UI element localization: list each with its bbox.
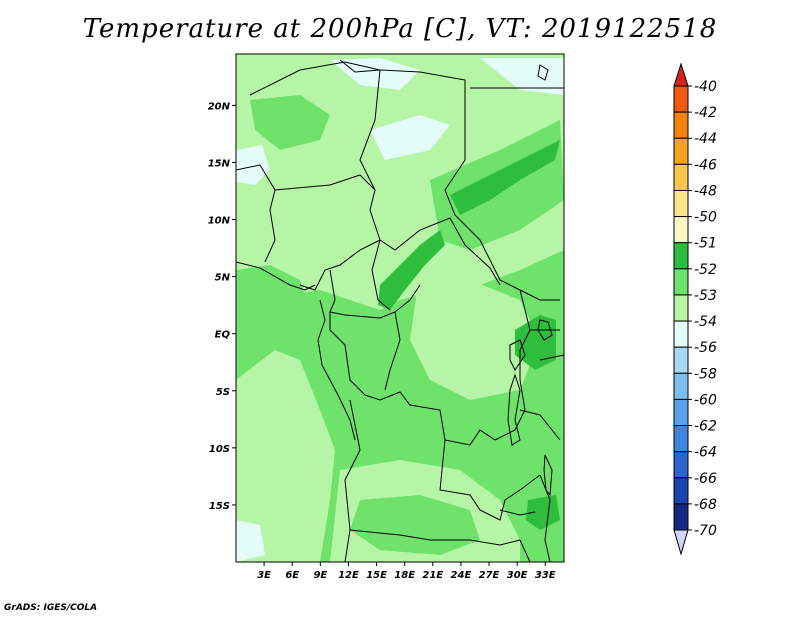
colorbar-label: -53 xyxy=(694,288,717,304)
lat-label: 10S xyxy=(209,444,230,455)
lon-label: 21E xyxy=(422,570,443,581)
field-region-dark-lakes xyxy=(515,315,556,370)
colorbar-bottom-arrow xyxy=(673,529,689,556)
colorbar-box xyxy=(673,85,689,113)
footer-credit: GrADS: IGES/COLA xyxy=(4,603,98,613)
lon-label: 30E xyxy=(507,570,528,581)
lon-label: 3E xyxy=(257,570,271,581)
colorbar-label: -52 xyxy=(694,262,717,278)
temperature-field xyxy=(236,54,564,562)
longitude-axis: 3E 6E 9E 12E 15E 18E 21E 24E 27E 30E 33E xyxy=(257,562,556,581)
colorbar-box xyxy=(673,372,689,400)
lat-label: 10N xyxy=(208,216,231,227)
country-borders xyxy=(236,59,564,562)
colorbar-box xyxy=(673,503,689,531)
field-region-light-southwest xyxy=(236,350,335,562)
lon-label: 27E xyxy=(479,570,500,581)
field-region-cold-sw xyxy=(236,520,265,562)
map-frame xyxy=(235,53,565,563)
colorbar-label: -56 xyxy=(694,340,717,356)
colorbar-box xyxy=(673,163,689,191)
colorbar-label: -62 xyxy=(694,419,717,435)
colorbar-box xyxy=(673,398,689,427)
colorbar-box xyxy=(673,137,689,165)
lon-label: 6E xyxy=(285,570,299,581)
colorbar-label: -51 xyxy=(694,236,717,252)
lat-label: 5S xyxy=(216,387,230,398)
colorbar-box xyxy=(673,477,689,505)
field-region-mid-b xyxy=(250,95,330,150)
colorbar-label: -66 xyxy=(694,471,717,487)
colorbar-label: -64 xyxy=(694,445,717,461)
colorbar-label: -58 xyxy=(694,366,717,382)
colorbar-box xyxy=(673,346,689,374)
colorbar-box xyxy=(673,294,689,322)
field-region-cold-north xyxy=(330,58,420,90)
colorbar-label: -46 xyxy=(694,157,717,173)
colorbar-label: -70 xyxy=(694,523,717,539)
lon-label: 15E xyxy=(366,570,387,581)
lat-label: 5N xyxy=(215,273,231,284)
colorbar-box xyxy=(673,425,689,453)
field-region-dark-se xyxy=(526,495,560,530)
colorbar-label: -54 xyxy=(694,314,717,330)
latitude-axis: 20N 15N 10N 5N EQ 5S 10S 15S xyxy=(208,101,236,512)
colorbar-label: -44 xyxy=(694,131,717,147)
lat-label: EQ xyxy=(215,330,231,341)
lon-label: 18E xyxy=(394,570,415,581)
colorbar-box xyxy=(673,242,689,270)
colorbar-box xyxy=(673,189,689,218)
lon-label: 24E xyxy=(451,570,472,581)
lon-label: 9E xyxy=(313,570,327,581)
colorbar-label: -42 xyxy=(694,105,717,121)
colorbar-box xyxy=(673,111,689,139)
lat-label: 20N xyxy=(208,101,231,112)
colorbar-label: -50 xyxy=(694,210,717,226)
lon-label: 33E xyxy=(535,570,556,581)
field-region-dark-ne xyxy=(450,140,560,215)
colorbar-label: -60 xyxy=(694,392,717,408)
colorbar: -40 -42 -44 -46 -48 -50 -51 -52 -53 -54 -56 -58 -60 -… xyxy=(673,62,717,556)
field-region-cold-nw xyxy=(236,145,270,185)
lat-label: 15N xyxy=(208,158,231,169)
lon-label: 12E xyxy=(338,570,359,581)
colorbar-box xyxy=(673,216,689,244)
lat-label: 15S xyxy=(209,501,230,512)
field-region-mid-d xyxy=(236,265,310,330)
field-region-light-east xyxy=(410,270,540,400)
colorbar-box xyxy=(673,268,689,296)
colorbar-label: -68 xyxy=(694,497,717,513)
colorbar-box xyxy=(673,451,689,479)
field-region-dark-center xyxy=(378,230,445,310)
field-region-cold-north-b xyxy=(370,115,450,160)
colorbar-label: -48 xyxy=(694,183,717,199)
map-title: Temperature at 200hPa [C], VT: 201912251… xyxy=(82,14,718,44)
colorbar-label: -40 xyxy=(694,79,717,95)
colorbar-top-arrow xyxy=(673,62,689,87)
colorbar-box xyxy=(673,320,689,348)
